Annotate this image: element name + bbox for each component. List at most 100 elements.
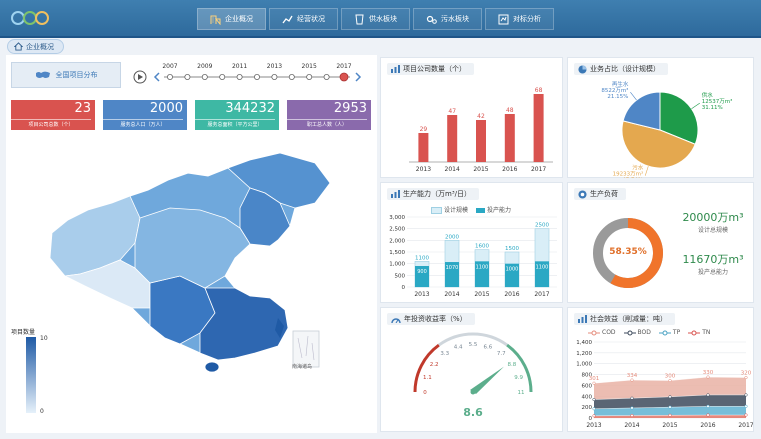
legend-item[interactable]: TP: [658, 329, 680, 336]
bar[interactable]: [533, 94, 544, 162]
data-label: 1100: [536, 264, 549, 270]
timeline-dot[interactable]: [219, 73, 226, 80]
bar[interactable]: [418, 133, 429, 162]
series-point[interactable]: [744, 413, 748, 417]
timeline-dot[interactable]: [271, 73, 278, 80]
series-point[interactable]: [592, 397, 596, 402]
timeline-dot[interactable]: [323, 73, 330, 80]
timeline-dot[interactable]: [254, 73, 261, 80]
breadcrumb-label: 企业概况: [26, 42, 54, 51]
series-point[interactable]: [668, 405, 672, 409]
data-label: 1100: [476, 264, 489, 270]
timeline-dot[interactable]: [288, 73, 295, 80]
legend-item[interactable]: COD: [588, 329, 616, 336]
series-point[interactable]: [668, 395, 672, 399]
legend-marker-icon: [623, 330, 636, 335]
series-point[interactable]: [744, 404, 748, 408]
data-label: 1000: [506, 267, 519, 273]
timeline-year[interactable]: 2017: [336, 63, 351, 70]
bar-actual[interactable]: [475, 261, 489, 287]
capacity-chart: 3,000 2,500 2,000 1,500 1,000 500 0 1100 900 2013…: [389, 215, 557, 298]
data-label: 1070: [446, 265, 459, 271]
bar-actual[interactable]: [535, 261, 549, 287]
bar[interactable]: [476, 120, 486, 162]
series-point[interactable]: [668, 378, 672, 383]
nav-item-3[interactable]: 污水板块: [413, 8, 482, 30]
timeline-selected-dot[interactable]: [339, 72, 349, 82]
series-point[interactable]: [592, 381, 596, 385]
legend-marker-icon: [658, 330, 671, 335]
panel-title: 项目公司数量（个）: [403, 65, 466, 73]
bar-actual[interactable]: [445, 262, 459, 287]
timeline-dot[interactable]: [184, 73, 191, 80]
series-point[interactable]: [592, 407, 596, 411]
bar-actual[interactable]: [415, 266, 429, 287]
y-tick-label: 1,000: [389, 262, 405, 268]
timeline-year[interactable]: 2013: [267, 63, 282, 70]
next-icon[interactable]: [355, 72, 362, 82]
roi-panel: 年投资收益率（%） 0 1.1 2.2 3.3 4.4 5.5 6.6 7.7 8.8 9.9 11…: [380, 307, 563, 432]
panel-title: 年投资收益率（%）: [404, 315, 467, 323]
timeline-year[interactable]: 2011: [232, 63, 247, 70]
legend-label: BOD: [637, 329, 651, 336]
nav-item-1[interactable]: 经营状况: [269, 8, 338, 30]
data-label: 1500: [505, 246, 519, 252]
y-tick-label: 1,200: [576, 351, 592, 357]
bar-actual[interactable]: [505, 263, 519, 287]
series-point[interactable]: [630, 378, 634, 382]
bar[interactable]: [447, 115, 458, 162]
compare-icon: [498, 14, 509, 24]
x-tick-label: 2017: [531, 166, 546, 173]
timeline-year[interactable]: 2009: [197, 63, 212, 70]
nav-item-4[interactable]: 对标分析: [485, 8, 554, 30]
data-label: 1100: [415, 255, 429, 261]
series-point[interactable]: [592, 414, 596, 418]
timeline-year[interactable]: 2015: [302, 63, 317, 70]
pie-slice[interactable]: [622, 91, 661, 131]
series-point[interactable]: [630, 406, 634, 410]
panel-title: 业务占比（设计规模）: [590, 65, 660, 73]
legend-actual[interactable]: 投产能力: [476, 205, 511, 214]
pie-slice[interactable]: [621, 120, 696, 169]
series-point[interactable]: [706, 393, 710, 397]
roi-gauge: 0 1.1 2.23.3 4.4 5.5 6.6 7.78.8 9.9 11: [413, 332, 533, 396]
timeline-dot[interactable]: [306, 73, 313, 80]
series-point[interactable]: [668, 413, 672, 417]
legend-design[interactable]: 设计规模: [431, 205, 468, 214]
timeline-dot[interactable]: [167, 73, 174, 80]
donut-value-arc[interactable]: [610, 218, 663, 288]
series-point[interactable]: [706, 404, 710, 408]
stat-card: 2000 服务总人口（万人）: [103, 100, 187, 130]
series-point[interactable]: [706, 375, 710, 379]
x-tick-label: 2014: [444, 291, 459, 298]
prev-icon[interactable]: [153, 72, 160, 82]
timeline-year[interactable]: 2007: [162, 63, 177, 70]
play-button[interactable]: [133, 70, 147, 84]
series-point[interactable]: [706, 413, 710, 417]
data-label: 301: [589, 376, 600, 382]
data-label: 334: [627, 373, 638, 379]
map-legend-gradient[interactable]: [26, 337, 36, 413]
nav-item-2[interactable]: 供水板块: [341, 8, 410, 30]
timeline-dot[interactable]: [201, 73, 208, 80]
bar[interactable]: [504, 114, 515, 162]
series-point[interactable]: [744, 393, 748, 397]
map-distribution-button[interactable]: 全国项目分布: [11, 62, 121, 88]
panel-title: 生产能力（万m³/日）: [403, 190, 471, 198]
main-nav: 企业概况 经营状况 供水板块 污水板块 对标分析: [197, 8, 557, 30]
gauge-tick-label: 5.5: [469, 342, 478, 348]
design-label: 设计总规模: [697, 227, 728, 234]
series-point[interactable]: [744, 376, 748, 380]
legend-item[interactable]: BOD: [623, 329, 651, 336]
series-point[interactable]: [630, 414, 634, 418]
gauge-tick-label: 4.4: [454, 344, 463, 350]
timeline-dot[interactable]: [236, 73, 243, 80]
nav-item-0[interactable]: 企业概况: [197, 8, 266, 30]
series-point[interactable]: [630, 396, 634, 400]
breadcrumb[interactable]: 企业概况: [7, 39, 64, 54]
data-label: 1600: [475, 244, 489, 250]
pie-slice[interactable]: [659, 91, 699, 145]
china-map[interactable]: [40, 148, 360, 373]
slice-value: 12537万m³: [702, 98, 733, 105]
legend-item[interactable]: TN: [688, 329, 710, 336]
